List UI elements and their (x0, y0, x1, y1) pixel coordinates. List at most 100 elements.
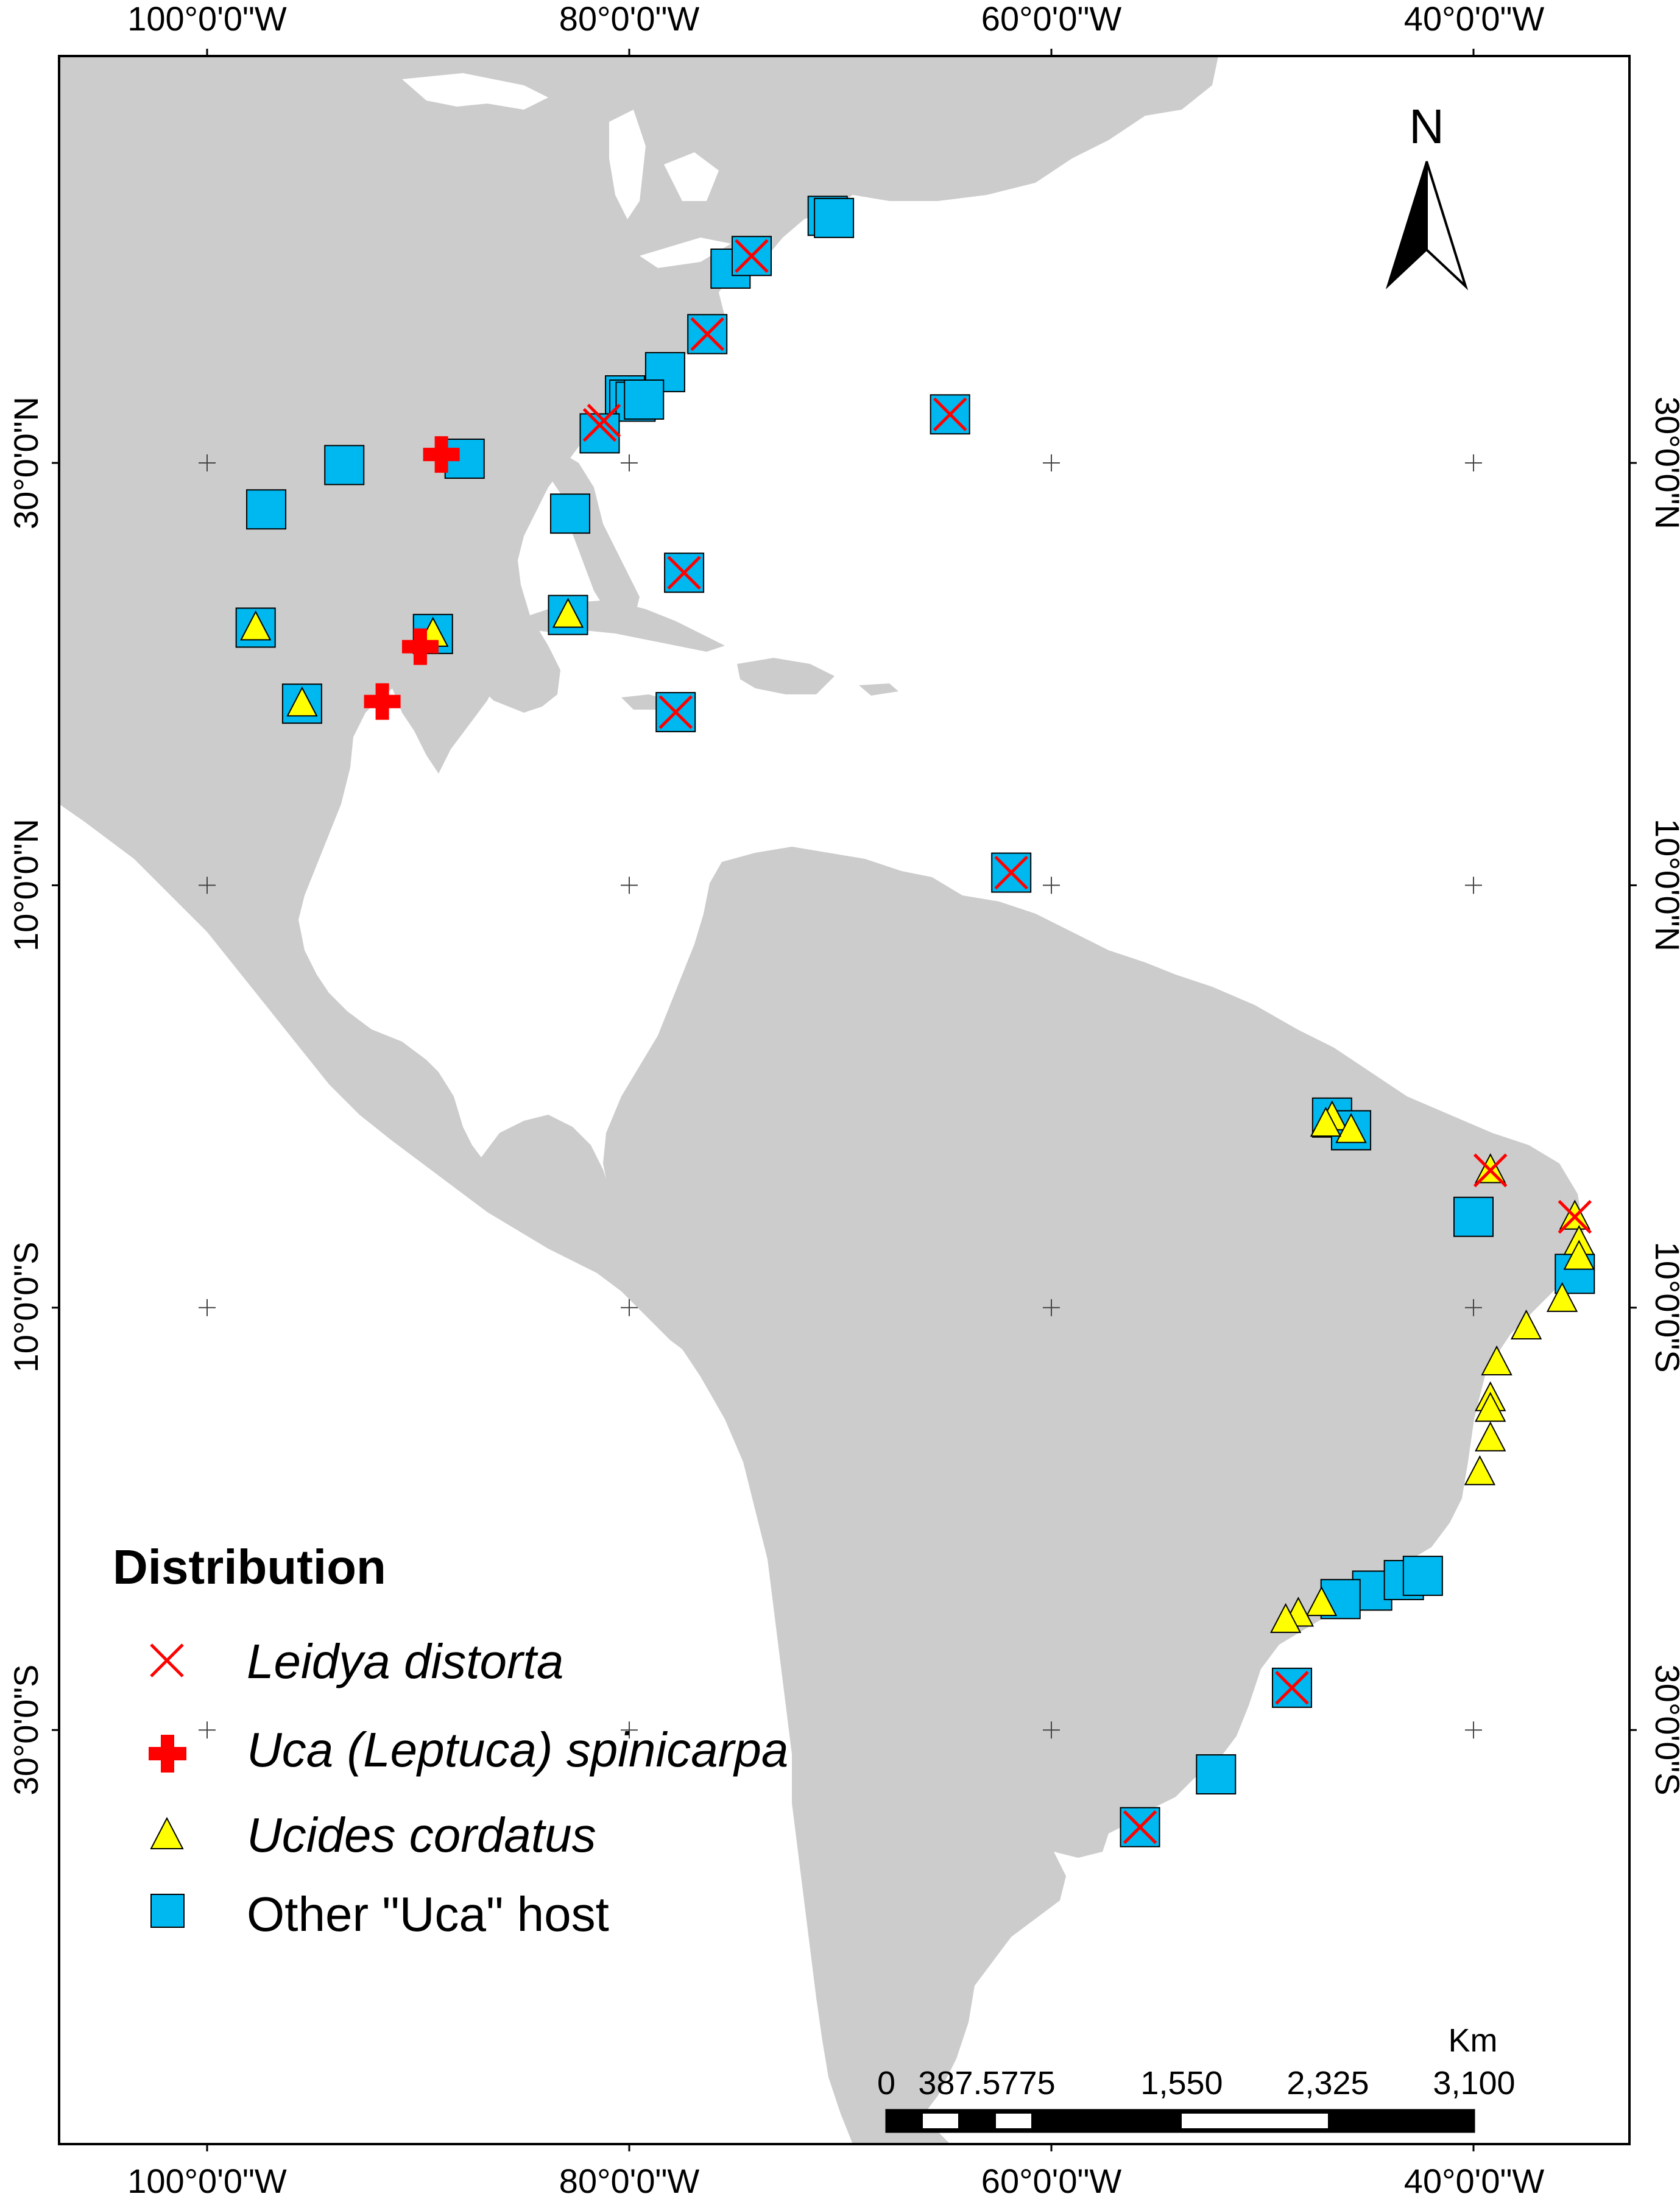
legend-item: Uca (Leptuca) spinicarpa (149, 1723, 788, 1777)
tierra-del-fuego (853, 2132, 950, 2144)
legend: Distribution Leidya distorta Uca (Leptuc… (113, 1540, 788, 1941)
leidya-marker (690, 317, 724, 351)
legend-label: Leidya distorta (247, 1634, 563, 1688)
uca-spinicarpa-marker (364, 683, 401, 720)
leidya-marker (735, 239, 769, 273)
north-america-landmass (59, 56, 1218, 1395)
lat-label-right: 10°0'0"S (1648, 1242, 1680, 1373)
lat-label-right: 30°0'0"N (1648, 397, 1680, 529)
other-uca-marker (579, 413, 620, 454)
ucides-marker (1335, 1113, 1367, 1143)
cross-icon (149, 1735, 186, 1773)
leidya-marker-stroke (658, 695, 693, 729)
legend-label: Ucides cordatus (247, 1808, 596, 1862)
legend-item: Other "Uca" host (150, 1887, 609, 1941)
ucides-marker (1481, 1345, 1512, 1375)
other-uca-marker (624, 379, 665, 420)
south-america-landmass (603, 847, 1584, 2144)
leidya-marker-stroke (1473, 1153, 1508, 1188)
lat-label-left: 10°0'0"S (7, 1242, 45, 1373)
leidya-marker (933, 397, 967, 432)
leidya-marker (587, 403, 621, 438)
legend-item: Leidya distorta (150, 1634, 563, 1688)
lon-label-bottom: 60°0'0"W (981, 2162, 1122, 2200)
ucides-marker (552, 598, 584, 628)
map-frame (58, 55, 1631, 2145)
lon-label-top: 100°0'0"W (127, 0, 287, 38)
other-uca-marker (324, 445, 365, 485)
land-layer (59, 56, 1584, 2144)
leidya-marker-stroke (587, 403, 621, 438)
scale-label: 2,325 (1286, 2065, 1369, 2101)
florida-peninsula (548, 445, 640, 627)
leidya-marker-stroke (1558, 1199, 1592, 1234)
lon-label-bottom: 40°0'0"W (1404, 2162, 1545, 2200)
leidya-marker (667, 556, 701, 590)
leidya-marker-stroke (735, 239, 769, 273)
leidya-marker (1275, 1671, 1309, 1705)
leidya-marker (658, 695, 693, 729)
ucides-marker (286, 686, 318, 717)
legend-item: Ucides cordatus (150, 1808, 596, 1862)
puerto-rico-island (859, 683, 898, 696)
ucides-marker (1464, 1455, 1496, 1486)
square-icon (150, 1894, 185, 1928)
lat-label-left: 30°0'0"S (7, 1665, 45, 1796)
leidya-marker (1123, 1810, 1157, 1844)
ucides-marker (1305, 1586, 1338, 1617)
ucides-marker (1475, 1392, 1506, 1422)
other-uca-marker (549, 493, 590, 534)
leidya-marker-stroke (690, 317, 724, 351)
ucides-marker (1475, 1421, 1506, 1452)
yucatan-peninsula (390, 646, 499, 774)
other-uca-marker (1453, 1196, 1494, 1237)
leidya-marker-stroke (933, 397, 967, 432)
scale-label: 3,100 (1433, 2065, 1515, 2101)
scale-label: 0 (877, 2065, 895, 2101)
north-arrow: N (1385, 99, 1469, 291)
ucides-marker (1546, 1282, 1578, 1312)
uca-spinicarpa-markers (364, 436, 460, 720)
scale-label: 387.5775 (918, 2065, 1055, 2101)
leidya-marker-stroke (667, 556, 701, 590)
north-label: N (1409, 99, 1444, 153)
triangle-icon (150, 1816, 184, 1849)
ucides-marker (1310, 1107, 1342, 1137)
ucides-marker (1510, 1309, 1542, 1340)
ucides-marker (1563, 1240, 1595, 1270)
lat-label-left: 10°0'0"N (7, 819, 45, 951)
leidya-markers (582, 239, 1592, 1844)
ucides-marker (1269, 1603, 1302, 1633)
legend-label: Other "Uca" host (247, 1887, 609, 1941)
lon-label-top: 80°0'0"W (559, 0, 700, 38)
graticule (199, 454, 1482, 1739)
lon-label-top: 60°0'0"W (981, 0, 1122, 38)
other-uca-marker (1402, 1556, 1443, 1596)
leidya-marker-stroke (1275, 1671, 1309, 1705)
lon-label-bottom: 100°0'0"W (127, 2162, 287, 2200)
scale-bar: Km 0 387.5775 1,550 2,325 3,100 (877, 2022, 1516, 2133)
leidya-marker-stroke (1123, 1810, 1157, 1844)
other-uca-marker (246, 489, 287, 530)
lat-label-left: 30°0'0"N (7, 397, 45, 529)
leidya-marker-stroke (994, 855, 1028, 890)
uca-spinicarpa-marker (423, 436, 460, 473)
lat-label-right: 10°0'0"N (1648, 819, 1680, 951)
uca-spinicarpa-marker (401, 628, 439, 665)
leidya-marker (994, 855, 1028, 890)
leidya-marker (1473, 1153, 1508, 1188)
leidya-marker (1558, 1199, 1592, 1234)
great-lakes (402, 73, 731, 268)
hispaniola-island (737, 658, 835, 694)
x-icon (150, 1643, 184, 1678)
lon-label-top: 40°0'0"W (1404, 0, 1545, 38)
scale-unit: Km (1449, 2022, 1498, 2059)
legend-label: Uca (Leptuca) spinicarpa (247, 1723, 788, 1777)
other-uca-marker (1196, 1754, 1237, 1795)
scale-label: 1,550 (1140, 2065, 1223, 2101)
frame-ticks (52, 49, 1637, 2151)
north-arrow-right-icon (1425, 161, 1469, 291)
legend-title: Distribution (113, 1540, 386, 1594)
lat-label-right: 30°0'0"S (1648, 1665, 1680, 1796)
